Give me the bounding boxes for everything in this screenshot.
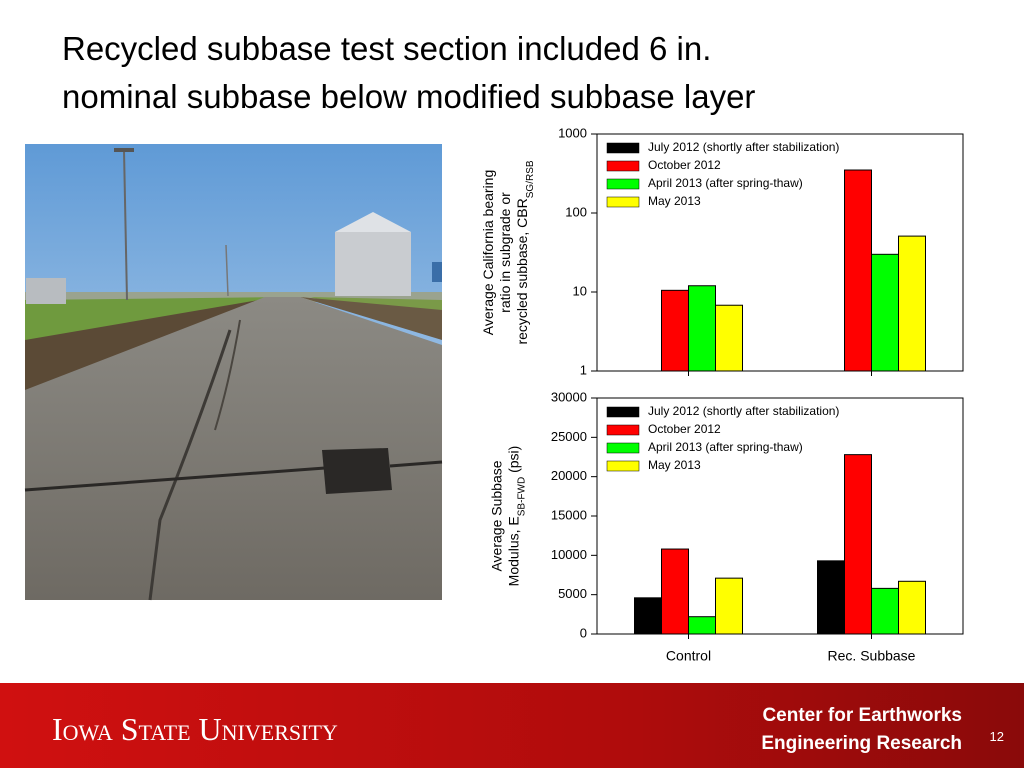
legend-label: May 2013 bbox=[648, 458, 701, 472]
y-tick-label: 0 bbox=[580, 625, 587, 640]
bar bbox=[871, 587, 899, 635]
slide-title: Recycled subbase test section included 6… bbox=[62, 30, 711, 67]
x-tick-label: Rec. Subbase bbox=[828, 648, 916, 664]
legend-swatch bbox=[606, 142, 640, 154]
chart: 0 5000 10000 15000 20000 25000 30000 Control Rec… bbox=[489, 389, 964, 664]
bar bbox=[715, 577, 743, 635]
y-tick-label: 10 bbox=[573, 283, 587, 298]
y-tick-label: 30000 bbox=[551, 389, 587, 404]
bar bbox=[634, 597, 662, 635]
footer-university: Iowa State University bbox=[52, 711, 338, 747]
y-tick-label: 5000 bbox=[558, 586, 587, 601]
bar bbox=[898, 580, 926, 635]
legend-label: October 2012 bbox=[648, 422, 721, 436]
bar bbox=[661, 548, 689, 635]
y-axis-label: Average California bearing bbox=[480, 170, 496, 336]
legend-swatch bbox=[606, 196, 640, 208]
plot-frame bbox=[596, 133, 964, 372]
bar bbox=[844, 454, 872, 635]
bar bbox=[661, 289, 689, 372]
y-axis-label-part: recycled subbase, CBR bbox=[514, 198, 530, 344]
bar bbox=[871, 253, 899, 372]
footer: Iowa State University Center for Earthwo… bbox=[0, 683, 1024, 768]
legend-label: October 2012 bbox=[648, 158, 721, 172]
y-axis-label-part: SB-FWD bbox=[516, 477, 527, 516]
y-tick-label: 1 bbox=[580, 362, 587, 377]
legend-swatch bbox=[606, 160, 640, 172]
bar bbox=[688, 285, 716, 372]
legend-swatch bbox=[606, 406, 640, 418]
slide-title: nominal subbase below modified subbase l… bbox=[62, 78, 755, 115]
y-axis-label-part: Average California bearing bbox=[480, 170, 496, 336]
x-tick-label: Control bbox=[666, 648, 711, 664]
y-tick-label: 25000 bbox=[551, 429, 587, 444]
legend-label: May 2013 bbox=[648, 194, 701, 208]
legend-label: April 2013 (after spring-thaw) bbox=[648, 176, 803, 190]
y-axis-label-part: Modulus, E bbox=[506, 516, 522, 586]
y-axis-label-part: (psi) bbox=[506, 446, 522, 477]
legend-swatch bbox=[606, 442, 640, 454]
y-tick-label: 1000 bbox=[558, 125, 587, 140]
bar bbox=[898, 235, 926, 372]
page-number: 12 bbox=[990, 729, 1004, 744]
legend-swatch bbox=[606, 178, 640, 190]
y-tick-label: 10000 bbox=[551, 547, 587, 562]
y-axis-label-part: SG/RSB bbox=[525, 160, 536, 198]
y-axis-label: Average Subbase bbox=[489, 460, 505, 571]
footer-center: Center for Earthworks bbox=[762, 705, 962, 726]
y-axis-label-part: ratio in subgrade or bbox=[497, 192, 513, 313]
bar bbox=[844, 169, 872, 372]
y-axis-label: recycled subbase, CBRSG/RSB bbox=[514, 160, 536, 344]
y-tick-label: 15000 bbox=[551, 507, 587, 522]
legend-swatch bbox=[606, 460, 640, 472]
y-axis-label-part: Average Subbase bbox=[489, 460, 505, 571]
y-axis-label: Modulus, ESB-FWD (psi) bbox=[506, 446, 528, 587]
legend-label: July 2012 (shortly after stabilization) bbox=[648, 140, 839, 154]
footer-band bbox=[0, 683, 1024, 768]
y-tick-label: 100 bbox=[565, 204, 587, 219]
y-tick-label: 20000 bbox=[551, 468, 587, 483]
legend-swatch bbox=[606, 424, 640, 436]
bar bbox=[817, 560, 845, 635]
footer-center: Engineering Research bbox=[761, 733, 962, 754]
y-axis-label: ratio in subgrade or bbox=[497, 192, 513, 313]
legend-label: July 2012 (shortly after stabilization) bbox=[648, 404, 839, 418]
bar bbox=[688, 616, 716, 635]
chart: 1 10 100 1000 July 2012 (shortly after stabi… bbox=[480, 125, 964, 377]
photo bbox=[24, 144, 443, 601]
bar bbox=[715, 304, 743, 372]
legend-label: April 2013 (after spring-thaw) bbox=[648, 440, 803, 454]
